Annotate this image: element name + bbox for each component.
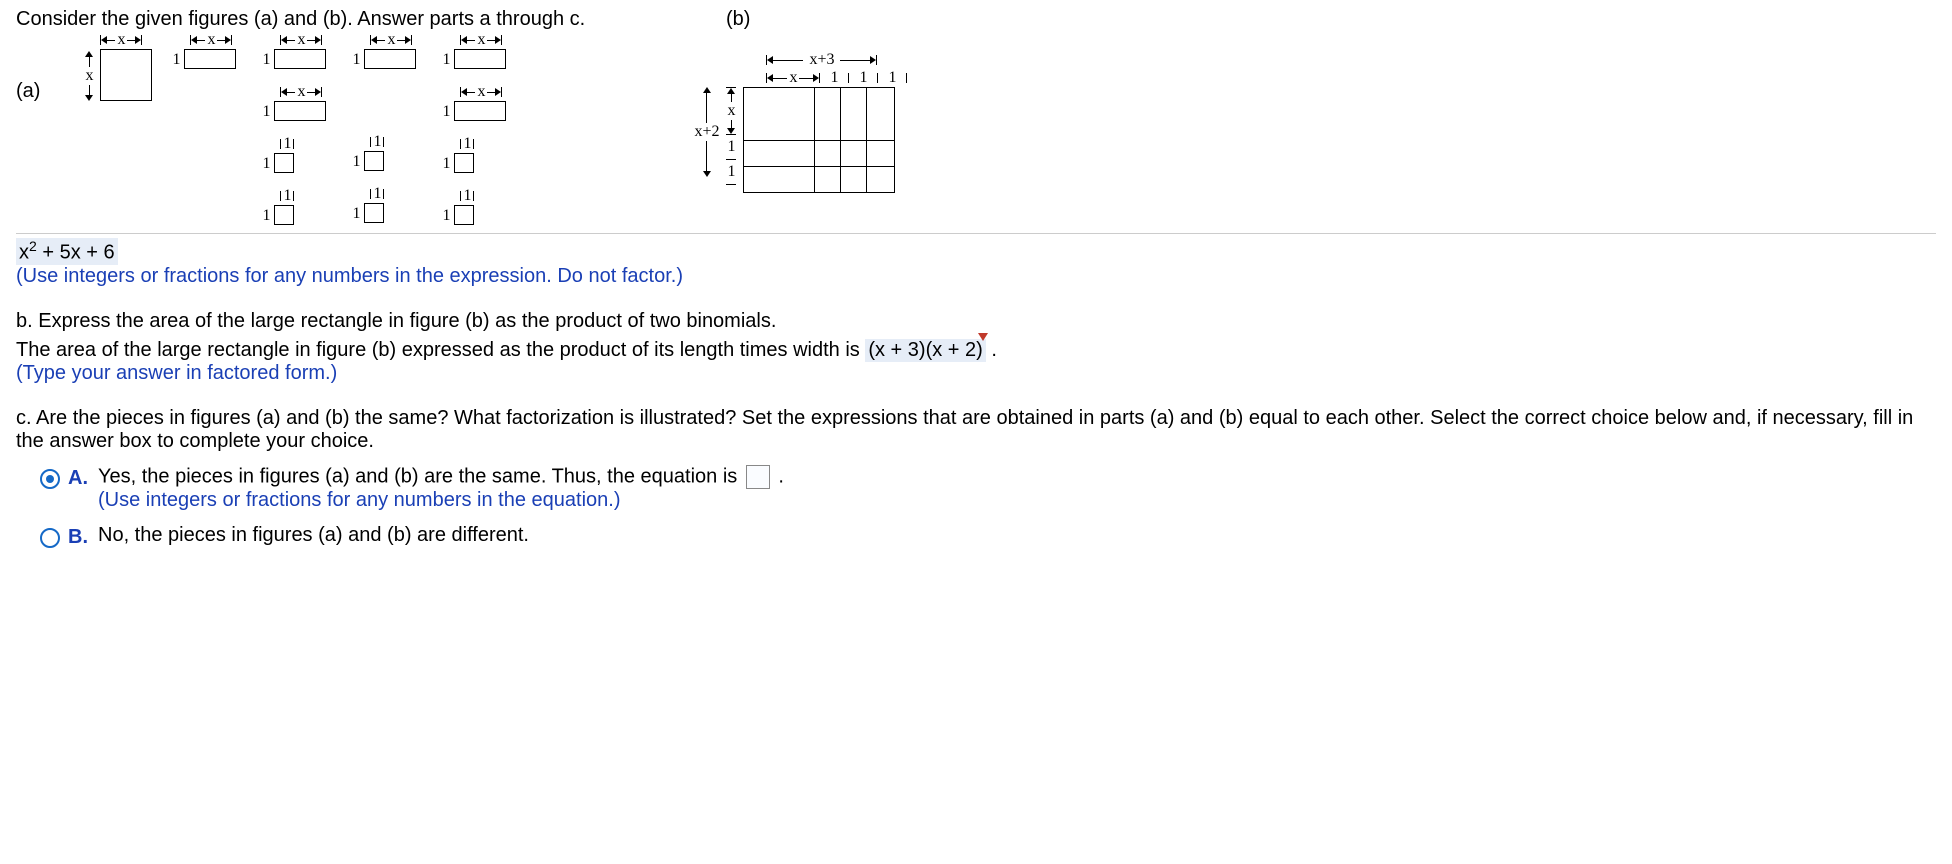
option-a-text-post: . (778, 465, 784, 487)
caret-icon (978, 333, 988, 341)
option-b-row[interactable]: B. No, the pieces in figures (a) and (b)… (40, 524, 1936, 549)
part-b-prompt: b. Express the area of the large rectang… (16, 310, 1936, 333)
option-a-letter: A. (68, 467, 88, 490)
part-b-answer[interactable]: (x + 3)(x + 2) (865, 339, 985, 362)
tile-unit: 1 1 (442, 187, 512, 225)
tile-x-rect: x 1 (442, 31, 512, 69)
option-a-text-pre: Yes, the pieces in figures (a) and (b) a… (98, 465, 743, 487)
part-a-answer: x2 + 5x + 6 (16, 238, 118, 265)
tile-x-rect: x 1 (262, 83, 332, 121)
figure-b: x+3 x 1 1 1 (692, 51, 918, 193)
option-a-hint: (Use integers or fractions for any numbe… (98, 489, 784, 512)
option-b-letter: B. (68, 526, 88, 549)
part-b-line: The area of the large rectangle in figur… (16, 339, 1936, 362)
figure-a-label: (a) (16, 80, 40, 103)
radio-unselected-icon[interactable] (40, 528, 60, 548)
part-a-hint: (Use integers or fractions for any numbe… (16, 265, 1936, 288)
separator (16, 233, 1936, 234)
tile-x-rect: x 1 (352, 31, 422, 69)
tile-unit: 1 1 (442, 135, 512, 173)
figures-region: (a) x (16, 31, 1936, 225)
intro-text: Consider the given figures (a) and (b). … (16, 8, 716, 31)
tile-x-rect: x 1 (172, 31, 242, 69)
tile-x-squared: x x (80, 31, 152, 101)
tile-unit: 1 1 (352, 133, 422, 171)
tile-unit: 1 1 (352, 185, 422, 223)
tile-unit: 1 1 (262, 135, 332, 173)
tile-x-rect: x 1 (262, 31, 332, 69)
part-c-prompt: c. Are the pieces in figures (a) and (b)… (16, 407, 1936, 453)
part-b-hint: (Type your answer in factored form.) (16, 362, 1936, 385)
figure-a: x x (80, 31, 512, 225)
figure-b-rectangle (743, 87, 895, 193)
option-a-answer-input[interactable] (746, 465, 770, 489)
option-b-text: No, the pieces in figures (a) and (b) ar… (98, 524, 529, 547)
radio-selected-icon[interactable] (40, 469, 60, 489)
tile-x-rect: x 1 (442, 83, 512, 121)
tile-unit: 1 1 (262, 187, 332, 225)
figure-b-label-top: (b) (726, 8, 750, 31)
option-a-row[interactable]: A. Yes, the pieces in figures (a) and (b… (40, 465, 1936, 512)
